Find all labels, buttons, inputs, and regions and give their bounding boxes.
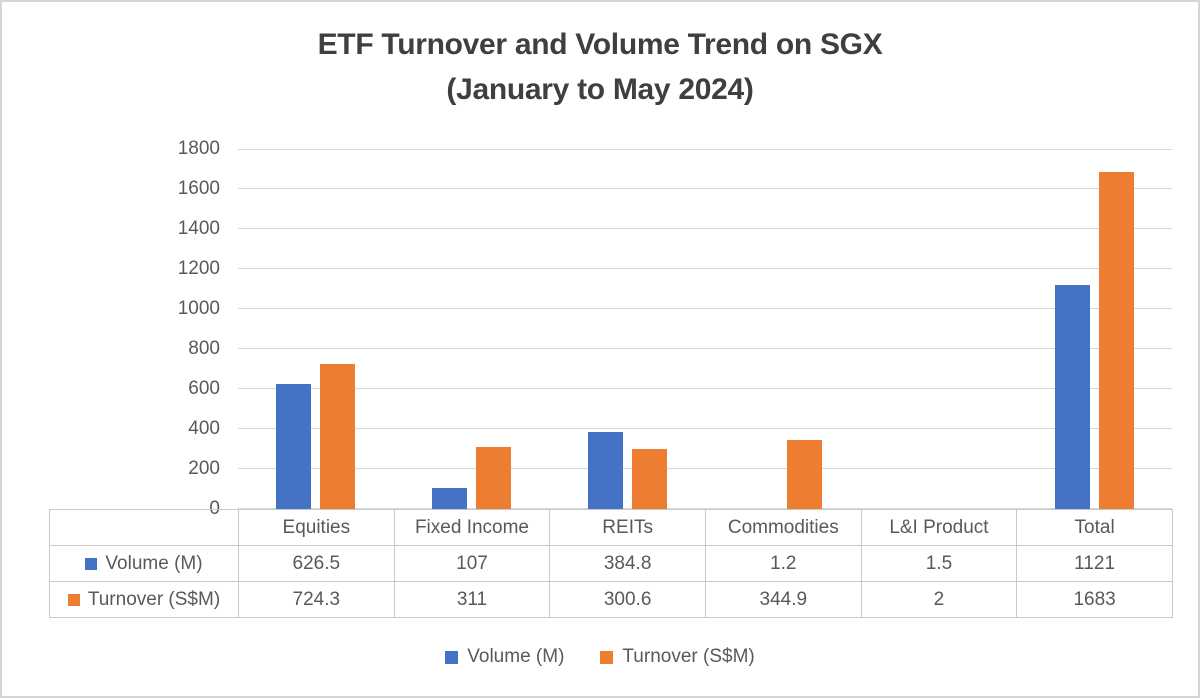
table-cell-volume-m-equities: 626.5 (238, 545, 395, 582)
bar-turnover-s-m-equities (320, 364, 356, 509)
series-name-label: Turnover (S$M) (87, 588, 221, 610)
table-cell-turnover-s-m-reits: 300.6 (549, 581, 706, 618)
legend-item-turnover-s-m: Turnover (S$M) (600, 646, 755, 668)
gridline (238, 149, 1172, 150)
y-axis-tick-label: 800 (188, 338, 220, 359)
table-cell-turnover-s-m-total: 1683 (1016, 581, 1173, 618)
bar-turnover-s-m-fixed-income (476, 446, 511, 509)
table-cell-turnover-s-m-fixed-income: 311 (393, 581, 551, 618)
bar-turnover-s-m-total (1098, 172, 1134, 509)
series-swatch-volume-m (85, 557, 98, 570)
y-axis-tick-label: 1200 (177, 258, 220, 279)
table-row-label-turnover-s-m: Turnover (S$M) (49, 581, 239, 618)
gridline (238, 508, 1172, 509)
bar-volume-m-fixed-income (432, 487, 467, 509)
table-cell-turnover-s-m-equities: 724.3 (238, 581, 395, 618)
table-cell-volume-m-commodities: 1.2 (704, 545, 862, 582)
y-axis-tick-label: 1600 (177, 178, 220, 199)
table-cell-turnover-s-m-l-i-product: 2 (860, 581, 1018, 618)
y-axis-tick-label: 200 (188, 458, 220, 479)
legend: Volume (M) Turnover (S$M) (2, 646, 1198, 668)
table-cell-turnover-s-m-commodities: 344.9 (704, 581, 862, 618)
table-row-label-volume-m: Volume (M) (49, 545, 239, 582)
bar-volume-m-equities (276, 383, 312, 509)
table-header-commodities: Commodities (704, 509, 862, 546)
table-cell-volume-m-l-i-product: 1.5 (860, 545, 1018, 582)
table-cell-volume-m-total: 1121 (1016, 545, 1173, 582)
table-header-equities: Equities (238, 509, 395, 546)
bar-turnover-s-m-commodities (787, 440, 823, 509)
y-axis-tick-label: 400 (188, 418, 220, 439)
bar-turnover-s-m-reits (631, 448, 667, 509)
y-axis-tick-label: 1400 (177, 218, 220, 239)
chart-title-line1: ETF Turnover and Volume Trend on SGX (317, 28, 883, 61)
table-header-fixed-income: Fixed Income (393, 509, 551, 546)
legend-label: Turnover (S$M) (622, 646, 755, 667)
gridline (238, 268, 1172, 269)
chart-title: ETF Turnover and Volume Trend on SGX (Ja… (2, 22, 1198, 112)
table-header-l-i-product: L&I Product (860, 509, 1018, 546)
gridline (238, 388, 1172, 389)
gridline (238, 228, 1172, 229)
bar-volume-m-reits (587, 432, 623, 509)
table-cell-volume-m-reits: 384.8 (549, 545, 706, 582)
gridline (238, 308, 1172, 309)
data-table: Equities Fixed Income REITs Commodities L&I … (49, 509, 1173, 618)
table-header-reits: REITs (549, 509, 706, 546)
table-header-total: Total (1016, 509, 1173, 546)
gridline (238, 348, 1172, 349)
series-name-label: Volume (M) (105, 552, 203, 574)
chart-title-line2: (January to May 2024) (446, 73, 754, 106)
y-axis-tick-label: 1800 (177, 138, 220, 159)
series-swatch-turnover-s-m (67, 593, 80, 606)
y-axis-tick-label: 1000 (177, 298, 220, 319)
legend-item-volume-m: Volume (M) (445, 646, 564, 668)
table-corner-cell (49, 509, 239, 546)
gridline (238, 428, 1172, 429)
plot-area (238, 149, 1172, 509)
gridline (238, 468, 1172, 469)
table-row-turnover-s-m: Turnover (S$M) 724.3 311 300.6 344.9 2 1683 (49, 581, 1173, 618)
bar-volume-m-total (1054, 284, 1090, 509)
legend-label: Volume (M) (467, 646, 565, 667)
gridline (238, 188, 1172, 189)
y-axis-tick-label: 600 (188, 378, 220, 399)
legend-swatch-volume-m (445, 650, 459, 664)
table-row-volume-m: Volume (M) 626.5 107 384.8 1.2 1.5 1121 (49, 545, 1173, 582)
table-cell-volume-m-fixed-income: 107 (393, 545, 551, 582)
legend-swatch-turnover-s-m (600, 650, 614, 664)
